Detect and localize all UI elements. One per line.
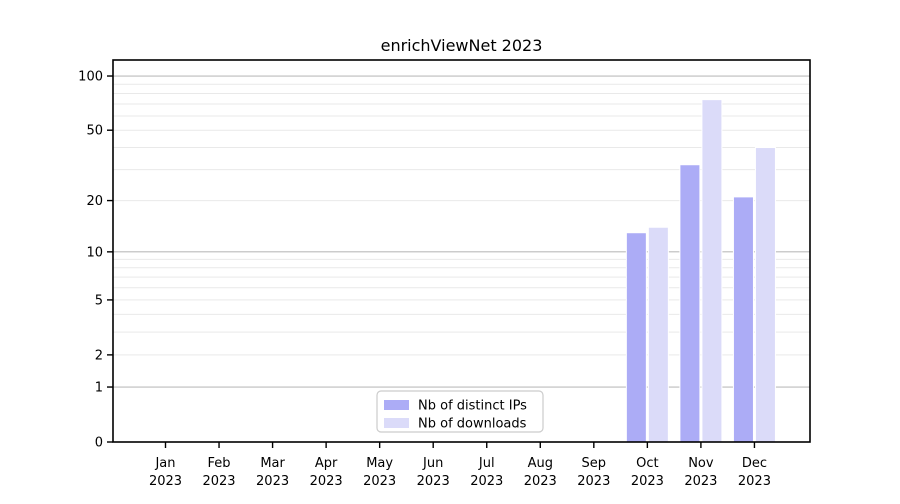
x-tick-label-month: Nov xyxy=(688,456,714,471)
x-tick-label-year: 2023 xyxy=(738,474,771,489)
x-tick-label-month: Aug xyxy=(528,456,553,471)
y-tick-label: 100 xyxy=(78,70,103,85)
bar-nb-of-downloads-oct xyxy=(647,226,669,443)
x-tick-label-year: 2023 xyxy=(202,474,235,489)
y-tick-label: 5 xyxy=(95,293,103,308)
bar-nb-of-downloads-dec xyxy=(754,147,776,443)
y-tick-label: 2 xyxy=(95,348,103,363)
x-tick-label-year: 2023 xyxy=(470,474,503,489)
x-tick-label-year: 2023 xyxy=(577,474,610,489)
x-tick-label-year: 2023 xyxy=(631,474,664,489)
legend-box xyxy=(376,390,544,433)
x-tick-label-month: Jul xyxy=(478,456,495,471)
chart-title: enrichViewNet 2023 xyxy=(381,36,543,55)
x-tick-label-year: 2023 xyxy=(149,474,182,489)
y-tick-label: 50 xyxy=(86,124,103,139)
bar-nb-of-distinct-ips-oct xyxy=(625,232,647,443)
x-tick-label-year: 2023 xyxy=(310,474,343,489)
x-axis: Jan 2023 Feb 2023 Mar 2023 Apr 2023 May 2023 Jun 20… xyxy=(149,442,771,489)
x-tick-label-month: Apr xyxy=(315,456,338,471)
legend-swatch xyxy=(384,400,409,410)
x-tick-label-month: Jan xyxy=(154,456,175,471)
y-tick-label: 20 xyxy=(86,194,103,209)
legend-label: Nb of downloads xyxy=(418,417,527,432)
plot-border xyxy=(112,59,811,443)
y-axis: 0 1 2 5 10 20 50 100 xyxy=(78,70,113,451)
x-tick-label-year: 2023 xyxy=(417,474,450,489)
bar-series xyxy=(625,99,776,443)
x-tick-label-month: May xyxy=(366,456,393,471)
x-tick-label-month: Jun xyxy=(422,456,443,471)
y-tick-label: 10 xyxy=(86,245,103,260)
bar-nb-of-distinct-ips-dec xyxy=(732,196,754,443)
bar-nb-of-distinct-ips-nov xyxy=(679,164,701,443)
x-tick-label-year: 2023 xyxy=(363,474,396,489)
y-tick-label: 0 xyxy=(95,436,103,451)
x-tick-label-year: 2023 xyxy=(256,474,289,489)
x-tick-label-year: 2023 xyxy=(524,474,557,489)
legend-swatch xyxy=(384,418,409,428)
minor-gridlines xyxy=(113,83,810,356)
x-tick-label-month: Mar xyxy=(260,456,285,471)
x-tick-label-month: Feb xyxy=(208,456,231,471)
bar-nb-of-downloads-nov xyxy=(701,99,723,443)
x-tick-label-year: 2023 xyxy=(684,474,717,489)
x-tick-label-month: Dec xyxy=(742,456,767,471)
legend: Nb of distinct IPs Nb of downloads xyxy=(376,390,544,433)
x-tick-label-month: Sep xyxy=(582,456,607,471)
x-tick-label-month: Oct xyxy=(636,456,658,471)
legend-label: Nb of distinct IPs xyxy=(418,399,527,414)
y-tick-label: 1 xyxy=(95,381,103,396)
